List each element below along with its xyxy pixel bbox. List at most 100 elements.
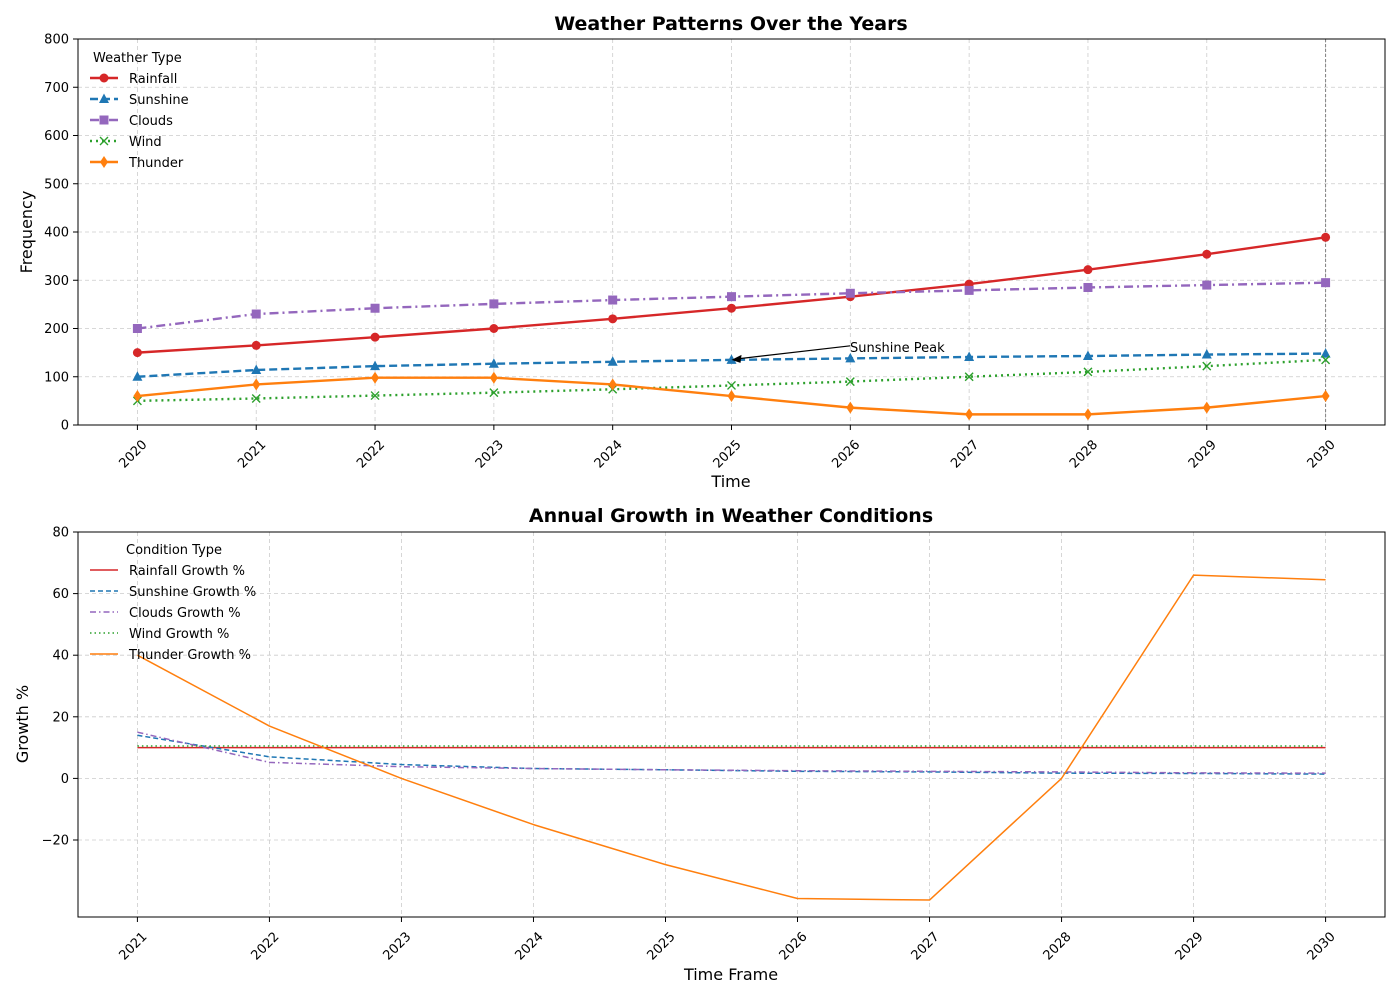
data-point — [132, 324, 142, 333]
legend-label: Wind Growth % — [129, 627, 229, 642]
axes-frame — [77, 531, 1386, 918]
data-point — [489, 388, 499, 398]
data-point — [251, 364, 262, 374]
data-point — [964, 372, 974, 382]
data-point — [845, 352, 856, 363]
data-point — [1083, 282, 1093, 292]
data-point — [371, 371, 380, 384]
legend-label: Sunshine — [129, 93, 189, 108]
annotation: Sunshine Peak — [731, 341, 945, 363]
series-thunder-growth — [137, 574, 1326, 901]
data-point — [1321, 232, 1331, 242]
data-point — [489, 324, 499, 333]
data-point — [1082, 350, 1093, 361]
y-tick-label: 40 — [52, 649, 69, 664]
y-tick-label: 700 — [44, 81, 69, 96]
legend-entry: Rainfall — [90, 72, 177, 87]
annotation-sunshine-peak: Sunshine Peak — [850, 341, 945, 356]
series-line — [137, 731, 1326, 774]
annotation-arrow-line — [737, 345, 851, 360]
data-point — [846, 401, 855, 414]
legend-marker — [99, 136, 109, 146]
data-point — [726, 354, 737, 364]
legend-title: Condition Type — [126, 543, 222, 558]
y-tick-label: 0 — [61, 772, 69, 787]
data-point — [1202, 249, 1212, 259]
data-point — [727, 292, 736, 302]
legend-entry: Clouds Growth % — [90, 606, 241, 621]
data-point — [132, 371, 143, 381]
data-point — [370, 332, 380, 342]
legend-label: Thunder Growth % — [128, 648, 251, 663]
data-point — [964, 285, 974, 295]
data-point — [1202, 361, 1212, 371]
data-point — [251, 309, 261, 319]
data-point — [1083, 367, 1093, 377]
legend-label: Wind — [129, 135, 162, 150]
legend: Condition Type Rainfall Growth % Sunshine… — [90, 543, 256, 663]
legend: Weather Type Rainfall Sunshine Clouds Wind T… — [90, 51, 189, 171]
series-thunder — [133, 371, 1330, 421]
y-tick-label: 400 — [44, 226, 69, 241]
legend-label: Thunder — [128, 156, 184, 171]
y-tick-label: 600 — [44, 129, 69, 144]
data-point — [1083, 408, 1092, 421]
legend-label: Rainfall — [129, 72, 177, 87]
legend-marker — [100, 156, 108, 168]
legend-label: Sunshine Growth % — [129, 585, 256, 600]
data-point — [252, 378, 261, 391]
series-rainfall — [132, 232, 1331, 358]
legend-entry: Clouds — [90, 114, 173, 129]
y-tick-label: 100 — [44, 370, 69, 385]
data-point — [132, 348, 142, 358]
legend-marker — [99, 115, 109, 125]
annotation-arrow-head — [731, 354, 742, 363]
data-point — [251, 340, 261, 350]
data-point — [488, 358, 499, 368]
y-tick-label: 0 — [61, 419, 69, 434]
data-point — [1201, 349, 1212, 359]
data-point — [370, 303, 380, 313]
data-point — [608, 295, 618, 305]
y-tick-label: 20 — [52, 710, 69, 725]
data-point — [489, 371, 498, 384]
data-point — [1320, 348, 1331, 358]
y-tick-label: 800 — [44, 33, 69, 48]
data-point — [727, 303, 736, 313]
legend-entry: Wind — [90, 135, 162, 150]
legend-entry: Sunshine — [90, 93, 189, 108]
data-point — [1202, 280, 1212, 290]
y-axis-label: Frequency — [17, 191, 36, 274]
legend-entry: Wind Growth % — [90, 627, 229, 642]
series-clouds — [132, 278, 1331, 333]
data-point — [964, 351, 975, 361]
data-point — [1321, 278, 1331, 288]
y-tick-label: −20 — [42, 834, 69, 849]
y-tick-label: 500 — [44, 177, 69, 192]
data-point — [1321, 355, 1331, 365]
data-point — [845, 288, 855, 298]
legend-title: Weather Type — [93, 51, 182, 66]
data-point — [727, 380, 736, 390]
legend-label: Rainfall Growth % — [129, 564, 245, 579]
legend-marker — [99, 73, 109, 83]
data-point — [608, 378, 617, 391]
series-line — [137, 574, 1326, 901]
data-point — [727, 390, 736, 403]
x-axis-label: Time Frame — [683, 965, 778, 984]
data-point — [608, 314, 618, 324]
data-point — [489, 299, 499, 309]
legend-entry: Rainfall Growth % — [90, 564, 245, 579]
data-point — [1321, 390, 1330, 403]
data-point — [370, 360, 381, 371]
series-wind — [132, 355, 1331, 406]
y-tick-label: 60 — [52, 587, 69, 602]
y-tick-label: 300 — [44, 274, 69, 289]
legend-label: Clouds Growth % — [129, 606, 241, 621]
data-point — [133, 390, 142, 403]
data-point — [370, 391, 380, 401]
legend-label: Clouds — [129, 114, 173, 129]
y-tick-label: 80 — [52, 526, 69, 541]
